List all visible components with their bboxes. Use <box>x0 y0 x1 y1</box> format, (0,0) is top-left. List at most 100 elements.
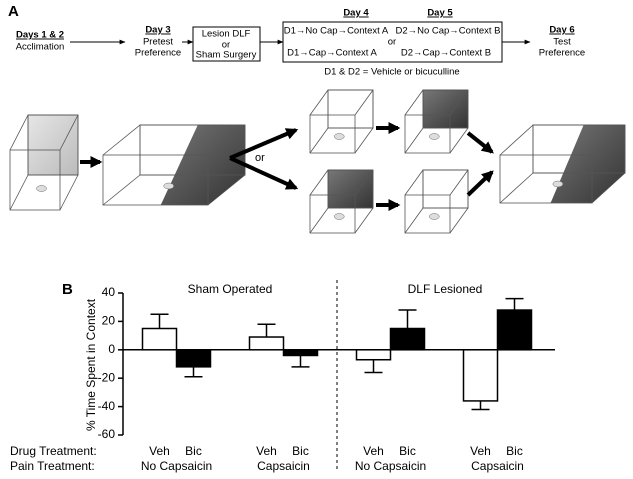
y-tick-label: -60 <box>98 427 116 441</box>
cube-edge <box>207 124 246 156</box>
cube-divider <box>550 172 584 204</box>
mouse <box>36 185 47 192</box>
y-tick-label: 0 <box>108 342 115 356</box>
cube-back-edge <box>422 89 469 129</box>
group-label: Sham Operated <box>188 282 273 296</box>
bar <box>175 349 212 368</box>
cube-edge <box>9 114 29 151</box>
drug-label: Bic <box>506 444 523 458</box>
day-label: Day 3 <box>145 25 170 36</box>
cube-edge <box>102 174 141 206</box>
group-label: DLF Lesioned <box>408 282 483 296</box>
cube-edge <box>404 207 424 234</box>
cube-back <box>422 89 469 129</box>
cube-front <box>9 149 61 211</box>
cube-edge <box>354 169 374 196</box>
step-text: D2→No Cap→Context B <box>395 26 500 37</box>
drug-label: Bic <box>292 444 309 458</box>
bar <box>389 327 426 351</box>
mouse <box>429 213 440 220</box>
surgery-box <box>192 26 261 62</box>
bar <box>462 349 499 402</box>
cube-dark-half <box>550 125 625 203</box>
y-tick-label: -40 <box>98 399 116 413</box>
step-text: Pretest <box>143 37 173 48</box>
cube-edge <box>499 124 534 156</box>
cube-edge <box>102 124 141 156</box>
bar <box>141 327 178 351</box>
cube-edge <box>309 207 329 234</box>
cube-front <box>309 114 356 154</box>
cube-edge <box>449 89 469 116</box>
conditioning-box <box>282 21 503 63</box>
cube-back <box>327 169 374 209</box>
cube-edge <box>499 172 534 204</box>
row-label: Pain Treatment: <box>10 459 95 473</box>
step-text: Lesion DLF <box>202 29 251 40</box>
drug-label: Veh <box>149 444 170 458</box>
note: D1 & D2 = Vehicle or bicuculline <box>324 67 459 78</box>
step-text: D1→Cap→Context A <box>287 48 377 59</box>
cube-edge <box>354 207 374 234</box>
cube-front <box>499 154 593 204</box>
day-label: Day 6 <box>549 25 574 36</box>
bar <box>355 349 392 361</box>
day-label: Day 5 <box>427 8 453 19</box>
step-text: D2→Cap→Context B <box>401 48 491 59</box>
step-text: or <box>222 40 230 51</box>
cube-divider <box>160 174 199 206</box>
cube-edge <box>354 127 374 154</box>
cube-edge <box>591 172 626 204</box>
bar <box>496 309 533 351</box>
mouse <box>429 133 440 140</box>
cube-edge <box>207 174 246 206</box>
drug-label: Bic <box>185 444 202 458</box>
cube-front <box>309 194 356 234</box>
bar <box>248 336 285 351</box>
panel-label: A <box>8 3 19 20</box>
y-tick-label: 40 <box>102 285 116 299</box>
cube-edge <box>404 169 424 196</box>
step-text: D1→No Cap→Context A <box>284 26 389 37</box>
x-tick-label: Capsaicin <box>257 459 310 473</box>
x-tick-label: No Capsaicin <box>355 459 426 473</box>
cube-front <box>404 194 451 234</box>
cube-front <box>102 154 209 206</box>
cube-edge <box>449 169 469 196</box>
drug-label: Veh <box>470 444 491 458</box>
step-text: or <box>388 37 396 48</box>
mouse <box>334 213 345 220</box>
cube-back <box>327 89 374 129</box>
cube-back-edge <box>422 169 469 209</box>
cube-edge <box>309 127 329 154</box>
cube-edge <box>59 174 79 211</box>
y-tick-label: 20 <box>102 314 116 328</box>
x-tick-label: Capsaicin <box>471 459 524 473</box>
step-text: Test <box>553 37 571 48</box>
cube-back-edge <box>327 89 374 129</box>
y-axis-label: % Time Spent in Context <box>84 298 98 431</box>
step-text: Preference <box>539 48 585 59</box>
or-label: or <box>255 152 265 164</box>
cube-edge <box>59 114 79 151</box>
step-text: Sham Surgery <box>196 50 257 61</box>
cube-edge <box>309 89 329 116</box>
mouse <box>163 182 174 190</box>
drug-label: Veh <box>256 444 277 458</box>
cube-edge <box>449 127 469 154</box>
cube-edge <box>449 207 469 234</box>
step-text: Preference <box>135 48 181 59</box>
cube-edge <box>9 174 29 211</box>
apparatus-diagram <box>9 89 626 234</box>
cube-back-edge <box>27 114 79 176</box>
bar <box>282 349 319 357</box>
mouse <box>334 133 345 140</box>
cube-back-edge <box>532 124 626 174</box>
panel-label: B <box>62 281 73 298</box>
x-tick-label: No Capsaicin <box>141 459 212 473</box>
cube-front <box>404 114 451 154</box>
drug-label: Bic <box>399 444 416 458</box>
y-tick-label: -20 <box>98 370 116 384</box>
cube-back <box>27 114 79 176</box>
